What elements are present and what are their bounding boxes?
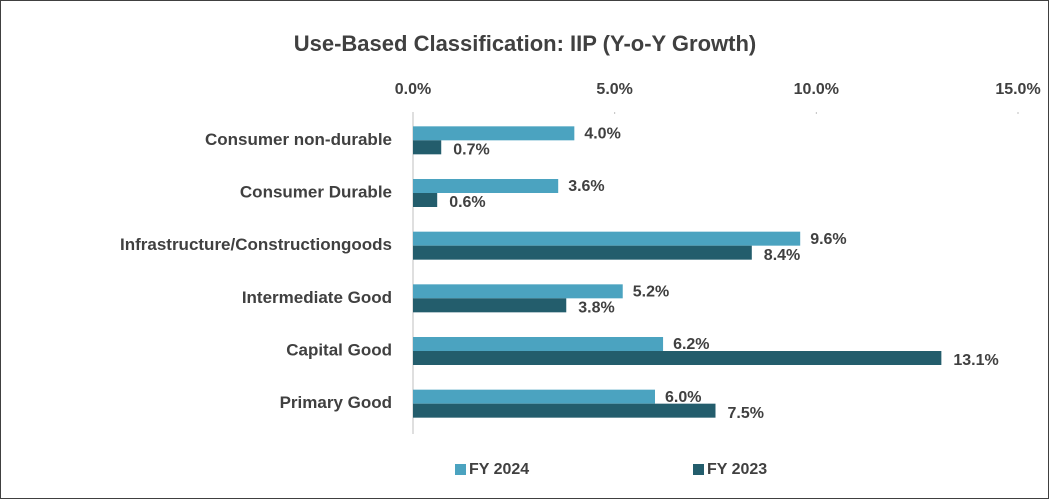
data-label: 7.5%: [728, 405, 764, 422]
data-label: 6.0%: [665, 389, 701, 406]
y-tick-label: Capital Good: [286, 340, 392, 359]
bar: [413, 403, 716, 418]
data-label: 0.7%: [453, 142, 489, 159]
data-label: 3.6%: [568, 178, 604, 195]
chart-title: Use-Based Classification: IIP (Y-o-Y Gro…: [294, 31, 757, 56]
bar: [413, 337, 664, 351]
y-tick-label: Consumer non-durable: [205, 130, 392, 149]
data-label: 5.2%: [633, 284, 669, 301]
x-tick-label: 15.0%: [995, 81, 1040, 98]
data-label: 13.1%: [953, 352, 998, 369]
bar: [413, 231, 801, 246]
y-tick-label: Intermediate Good: [242, 288, 392, 307]
legend-label: FY 2023: [707, 461, 767, 478]
data-label: 4.0%: [584, 126, 620, 143]
y-tick-label: Infrastructure/Constructiongoods: [120, 235, 392, 254]
bar: [413, 193, 438, 207]
bar: [413, 179, 559, 193]
data-label: 3.8%: [578, 300, 614, 317]
data-label: 0.6%: [449, 194, 485, 211]
legend-swatch: [455, 464, 466, 475]
bar: [413, 351, 942, 365]
x-tick-label: 5.0%: [596, 81, 632, 98]
legend-label: FY 2024: [469, 461, 529, 478]
bar: [413, 298, 567, 313]
data-label: 9.6%: [810, 231, 846, 248]
bar: [413, 389, 655, 404]
bar: [413, 284, 623, 299]
data-label: 6.2%: [673, 336, 709, 353]
bar: [413, 126, 575, 141]
data-label: 8.4%: [764, 247, 800, 264]
y-tick-label: Primary Good: [280, 393, 392, 412]
x-tick-label: 0.0%: [395, 81, 431, 98]
x-tick-label: 10.0%: [794, 81, 839, 98]
y-tick-label: Consumer Durable: [240, 182, 392, 201]
bar: [413, 245, 752, 260]
bar: [413, 140, 442, 155]
legend-swatch: [693, 464, 704, 475]
